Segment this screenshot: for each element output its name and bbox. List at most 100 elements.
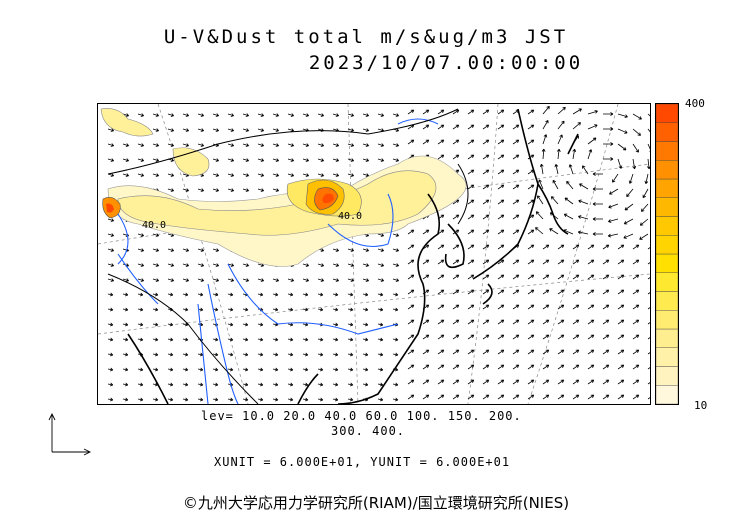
wind-arrow: [182, 322, 189, 327]
wind-arrow: [182, 263, 190, 267]
wind-arrow: [392, 352, 399, 357]
wind-arrow: [587, 394, 595, 400]
wind-arrow: [272, 113, 280, 117]
wind-arrow: [197, 113, 205, 117]
wind-arrow: [467, 334, 475, 340]
wind-arrow: [527, 364, 535, 370]
wind-arrow: [332, 158, 340, 162]
wind-arrow: [467, 184, 475, 190]
wind-arrow: [632, 319, 640, 325]
wind-arrow: [642, 188, 649, 199]
wind-arrow: [557, 304, 565, 310]
wind-arrow: [107, 322, 114, 327]
wind-arrow: [122, 278, 130, 282]
wind-arrow: [152, 173, 160, 177]
wind-arrow: [257, 128, 265, 132]
colorbar: [655, 103, 679, 405]
wind-arrow: [347, 143, 355, 147]
wind-arrow: [592, 232, 603, 236]
wind-arrow: [122, 292, 129, 297]
wind-arrow: [437, 124, 445, 130]
wind-arrow: [212, 263, 220, 267]
wind-arrow: [437, 364, 445, 370]
wind-arrow: [632, 334, 640, 340]
wind-arrow: [587, 109, 598, 115]
wind-arrow: [137, 173, 145, 177]
wind-arrow: [647, 259, 655, 265]
wind-arrow: [482, 229, 490, 235]
wind-arrow: [647, 394, 655, 400]
wind-arrow: [512, 394, 520, 400]
wind-arrow: [362, 173, 370, 177]
wind-arrow: [482, 139, 490, 145]
wind-arrow: [107, 352, 114, 357]
wind-arrow: [482, 184, 490, 190]
wind-arrow: [332, 143, 340, 147]
wind-arrow: [557, 120, 565, 130]
wind-arrow: [602, 364, 610, 370]
wind-arrow: [572, 122, 581, 130]
wind-arrow: [212, 278, 220, 282]
colorbar-min-label: 10: [694, 399, 708, 412]
wind-arrow: [437, 244, 445, 250]
wind-arrow: [542, 120, 549, 130]
wind-arrow: [362, 143, 370, 147]
wind-arrow: [535, 227, 544, 235]
wind-arrow: [407, 304, 415, 310]
wind-arrow: [602, 349, 610, 355]
wind-arrow: [377, 367, 384, 372]
wind-arrow: [332, 367, 339, 372]
wind-arrow: [482, 214, 490, 220]
wind-arrow: [572, 108, 582, 115]
colorbar-swatch: [655, 328, 679, 348]
wind-arrow: [592, 202, 603, 206]
wind-arrow: [452, 379, 460, 385]
wind-arrow: [572, 304, 580, 310]
wind-arrow: [632, 379, 640, 385]
copyright-notice: ©九州大学応用力学研究所(RIAM)/国立環境研究所(NIES): [182, 494, 570, 512]
wind-arrow: [167, 248, 175, 252]
wind-arrow: [302, 307, 309, 312]
wind-arrow: [542, 289, 550, 295]
wind-arrow: [603, 127, 614, 131]
wind-arrow: [647, 334, 655, 340]
wind-arrow: [542, 304, 550, 310]
wind-arrow: [422, 349, 430, 355]
wind-arrow: [632, 244, 640, 250]
wind-arrow: [422, 379, 430, 385]
colorbar-swatch: [655, 216, 679, 236]
wind-arrow: [512, 289, 520, 295]
wind-arrow: [182, 113, 190, 117]
wind-arrow: [242, 188, 250, 192]
colorbar-swatch: [655, 141, 679, 161]
wind-arrow: [377, 292, 384, 297]
wind-arrow: [557, 244, 565, 250]
wind-arrow: [362, 322, 369, 327]
wind-arrow: [587, 289, 595, 295]
wind-arrow: [452, 349, 460, 355]
colorbar-swatch: [655, 178, 679, 198]
wind-arrow: [332, 248, 340, 252]
wind-arrow: [647, 319, 655, 325]
wind-arrow: [602, 259, 610, 265]
wind-arrow: [527, 244, 535, 250]
wind-arrow: [347, 128, 355, 132]
wind-arrow: [422, 334, 430, 340]
wind-arrow: [212, 173, 220, 177]
wind-arrow: [557, 289, 565, 295]
wind-arrow: [647, 244, 655, 250]
wind-arrow: [572, 289, 580, 295]
wind-arrow: [467, 394, 475, 400]
wind-arrow: [302, 382, 309, 387]
wind-arrow: [257, 173, 265, 177]
colorbar-swatch: [655, 366, 679, 386]
wind-arrow: [497, 364, 505, 370]
wind-arrow: [557, 319, 565, 325]
wind-arrow: [242, 307, 249, 312]
wind-arrow: [527, 394, 535, 400]
wind-arrow: [272, 382, 279, 387]
wind-arrow: [437, 109, 445, 115]
wind-arrow: [167, 292, 174, 297]
wind-arrow: [377, 143, 385, 147]
wind-arrow: [407, 259, 415, 265]
